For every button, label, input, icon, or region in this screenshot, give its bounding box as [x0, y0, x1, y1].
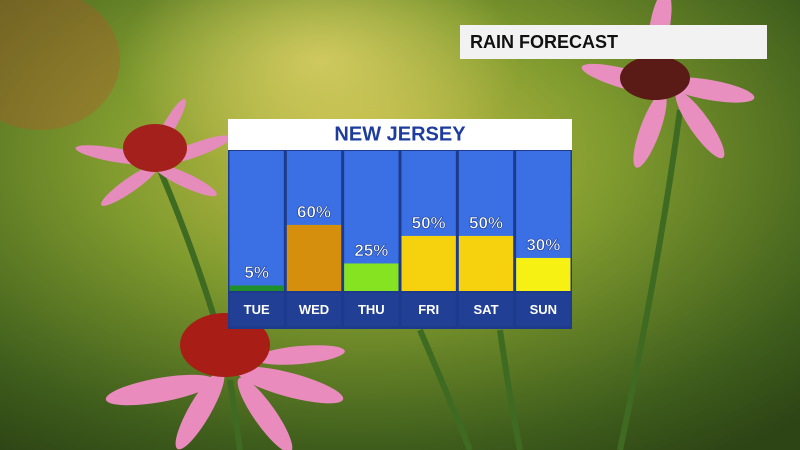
chart-title-box: [228, 119, 572, 150]
column-background: [229, 151, 284, 291]
bar: [516, 257, 571, 291]
blur-red: [0, 0, 120, 130]
flower-stems: [157, 109, 683, 450]
bar: [401, 235, 456, 291]
category-label-box: [286, 293, 342, 326]
header-title: RAIN FORECAST: [470, 32, 618, 52]
value-label: 60%: [297, 202, 331, 221]
x-tick-label: WED: [299, 302, 329, 317]
category-label-box: [458, 293, 514, 326]
value-label: 30%: [526, 235, 560, 254]
category-label-box: [516, 293, 571, 326]
header-box: [460, 25, 767, 59]
x-tick-label: THU: [358, 302, 385, 317]
category-label-box: [344, 293, 399, 326]
value-label: 50%: [469, 213, 503, 232]
plot: TUE 5% WED 60% THU 25% FRI 50% SAT 50% SUN 30%: [229, 151, 571, 326]
flower: [105, 313, 345, 450]
category-label-box: [229, 293, 284, 326]
bar: [344, 263, 399, 291]
x-tick-label: FRI: [418, 302, 439, 317]
bar: [286, 224, 342, 291]
x-tick-label: SUN: [530, 302, 557, 317]
value-label: 25%: [354, 241, 388, 260]
value-label: 5%: [244, 263, 269, 282]
x-tick-label: SAT: [473, 302, 498, 317]
x-tick-label: TUE: [244, 302, 270, 317]
chart-panel: [228, 150, 572, 329]
bar: [229, 285, 284, 291]
chart-title: NEW JERSEY: [334, 123, 466, 145]
category-label-box: [401, 293, 456, 326]
value-label: 50%: [412, 213, 446, 232]
bar: [458, 235, 514, 291]
flower: [75, 98, 231, 206]
